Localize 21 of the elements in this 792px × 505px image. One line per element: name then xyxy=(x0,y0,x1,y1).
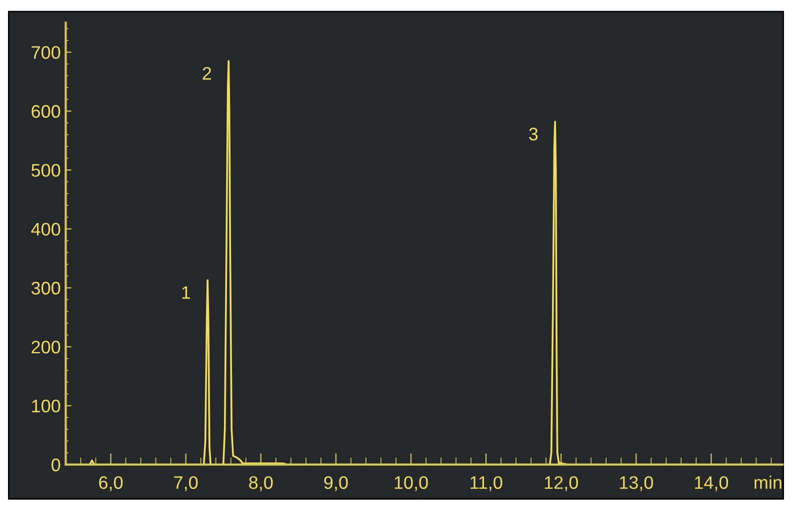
annotation: 3 xyxy=(529,128,538,140)
y-tick-label: 300 xyxy=(31,282,60,295)
x-tick-label: 11,0 xyxy=(470,476,502,492)
y-tick-label: 500 xyxy=(31,164,60,177)
annotation: 1 xyxy=(182,286,190,299)
x-tick-label: 12,0 xyxy=(544,476,578,492)
x-tick-label: 13,0 xyxy=(620,476,654,492)
y-tick-label: 700 xyxy=(32,46,60,59)
x-tick-label: 7,0 xyxy=(174,476,198,492)
annotation: 2 xyxy=(202,66,212,80)
x-tick-label: 6,0 xyxy=(99,476,123,492)
x-tick-label: 14,0 xyxy=(695,476,728,492)
y-tick-label: 100 xyxy=(32,400,60,412)
x-tick-label: 10,0 xyxy=(394,476,428,492)
x-axis-title: min xyxy=(754,476,782,489)
y-tick-label: 600 xyxy=(32,105,60,118)
y-tick-label: 200 xyxy=(32,340,60,354)
y-tick-label: 0 xyxy=(52,458,60,472)
x-tick-label: 8,0 xyxy=(249,476,273,492)
y-tick-label: 400 xyxy=(31,222,60,236)
x-tick-label: 9,0 xyxy=(324,476,348,492)
